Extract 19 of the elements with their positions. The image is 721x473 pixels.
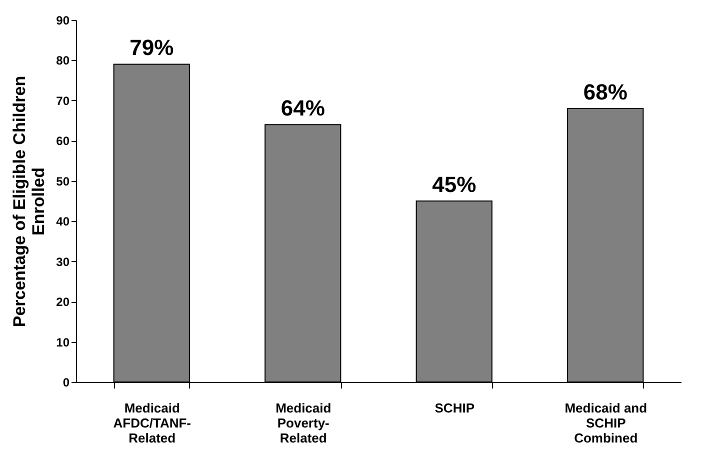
data-label: 64%: [280, 96, 325, 121]
x-tick-label: SCHIP: [434, 400, 475, 416]
x-tick-label: Medicaid and SCHIP Combined: [564, 400, 648, 446]
y-tick-label: 0: [62, 376, 70, 390]
x-tick-label: Medicaid Poverty-Related: [276, 400, 332, 446]
y-tick-label: 70: [56, 94, 70, 108]
y-tick-label: 10: [56, 335, 70, 350]
data-label: 79%: [130, 35, 174, 60]
y-tick-label: 90: [56, 14, 70, 28]
data-label: 68%: [583, 79, 628, 104]
y-tick-label: 40: [56, 214, 70, 229]
y-tick-label: 80: [56, 54, 70, 68]
y-tick-label: 50: [56, 174, 70, 188]
data-label: 45%: [432, 172, 476, 197]
y-tick-label: 30: [56, 254, 70, 269]
x-tick-label: Medicaid AFDC/TANF-Related: [113, 400, 191, 446]
y-tick-label: 60: [56, 134, 70, 148]
y-tick-label: 20: [56, 295, 70, 310]
y-axis-title: Percentage of Eligible Children Enrolled: [10, 76, 48, 328]
